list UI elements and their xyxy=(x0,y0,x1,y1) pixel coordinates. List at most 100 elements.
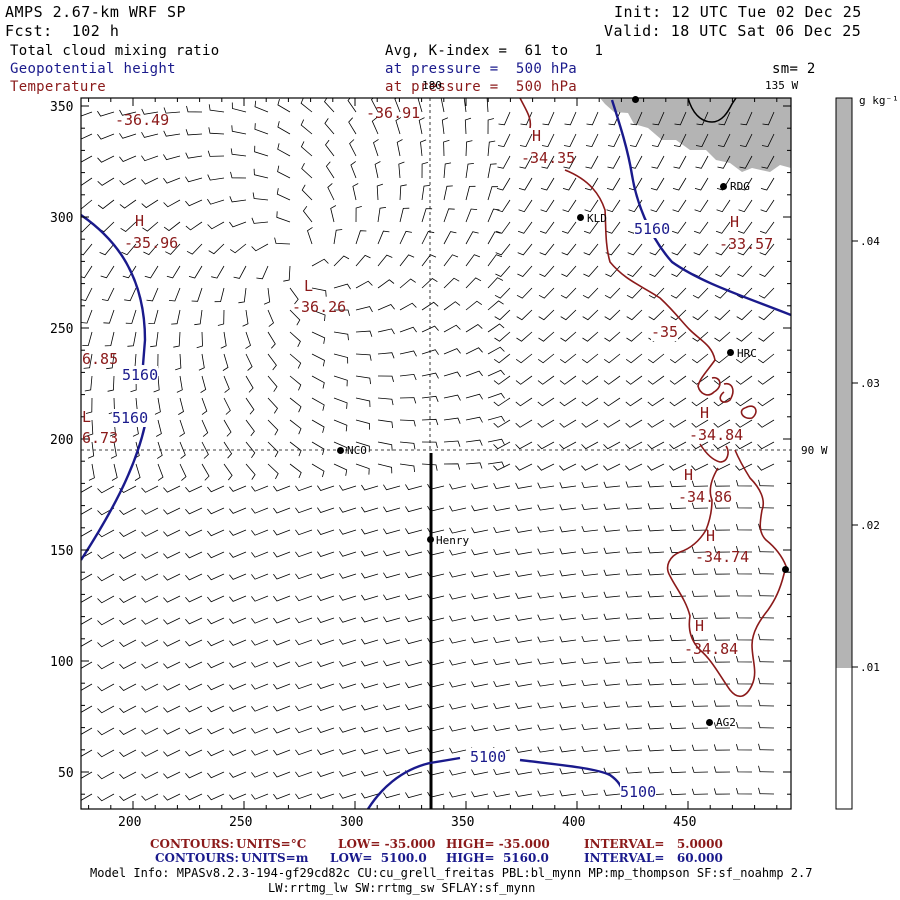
wind-barb xyxy=(141,683,159,691)
wind-barb xyxy=(295,485,313,492)
wind-barb xyxy=(185,639,203,647)
temp-high-marker: H xyxy=(730,213,740,231)
wind-barb xyxy=(443,440,461,447)
wind-barb xyxy=(691,722,709,729)
wind-barb xyxy=(207,198,225,205)
wind-barb xyxy=(625,481,643,488)
wind-barb xyxy=(355,419,370,430)
wind-barb xyxy=(691,480,709,487)
wind-barb xyxy=(669,480,687,488)
wind-barb xyxy=(217,309,225,326)
wind-barb xyxy=(487,186,499,201)
wind-barb xyxy=(603,701,621,708)
wind-barb xyxy=(371,98,379,113)
wind-barb xyxy=(295,749,313,756)
wind-barb xyxy=(449,505,467,512)
wind-barb xyxy=(581,767,599,775)
wind-barb xyxy=(493,593,511,600)
temp-contour-top xyxy=(519,98,532,129)
wind-barb xyxy=(691,788,709,795)
wind-barb xyxy=(383,682,401,689)
wind-barb xyxy=(103,309,115,324)
wind-barb xyxy=(650,177,665,191)
wind-barb xyxy=(421,349,439,355)
wind-barb xyxy=(399,302,417,311)
wind-barb xyxy=(295,771,313,778)
wind-barb xyxy=(581,723,599,731)
wind-barb xyxy=(200,375,207,393)
wind-barb xyxy=(339,661,357,667)
wind-barb xyxy=(97,485,115,494)
wind-barb xyxy=(207,150,225,157)
wind-barb xyxy=(85,397,93,414)
wind-barb xyxy=(738,199,753,213)
wind-barb xyxy=(81,265,93,279)
wind-barb xyxy=(449,483,467,490)
wind-barb xyxy=(487,369,505,377)
wind-barb xyxy=(471,549,489,556)
wind-barb xyxy=(515,526,533,533)
wind-barb xyxy=(736,309,753,321)
wind-barb xyxy=(267,353,277,371)
wind-barb xyxy=(81,705,93,713)
x-tick-label: 300 xyxy=(340,815,364,830)
wind-barb xyxy=(399,278,416,289)
wind-barb xyxy=(317,529,335,535)
wind-barb xyxy=(736,479,753,487)
wind-barb xyxy=(223,419,232,437)
wind-barb xyxy=(405,726,423,733)
wind-barb xyxy=(201,397,208,415)
wind-barb xyxy=(88,463,95,481)
wind-barb xyxy=(758,787,775,795)
height-contour-5160-left xyxy=(81,214,147,561)
temp-value: -36.49 xyxy=(115,111,170,129)
wind-barb xyxy=(141,705,159,713)
wind-barb xyxy=(81,639,93,647)
wind-barb xyxy=(295,639,313,646)
wind-barb xyxy=(339,793,357,799)
wind-barb xyxy=(449,703,467,710)
temperature-contours xyxy=(519,98,787,698)
wind-barb xyxy=(607,133,621,148)
wind-barb xyxy=(119,617,137,625)
wind-barb xyxy=(647,525,665,532)
wind-barb xyxy=(713,788,731,795)
wind-barb xyxy=(229,529,247,536)
wind-barb xyxy=(515,353,533,364)
wind-barb xyxy=(647,635,665,642)
wind-barb xyxy=(581,745,599,753)
wind-barb xyxy=(691,353,709,364)
wind-barb xyxy=(441,117,449,135)
wind-barb xyxy=(383,506,401,513)
cloud-fill-area xyxy=(600,98,791,172)
wind-barb xyxy=(339,573,357,579)
wind-barb xyxy=(487,415,505,422)
wind-barb xyxy=(163,507,181,515)
wind-barb xyxy=(81,133,93,140)
wind-barb xyxy=(119,573,137,581)
wind-barb xyxy=(377,230,390,245)
temp-field-label: Temperature xyxy=(10,79,107,95)
wind-barb xyxy=(399,184,407,201)
wind-barb xyxy=(606,199,621,213)
wind-barb xyxy=(333,419,348,432)
wind-barb xyxy=(339,705,357,711)
wind-barb xyxy=(449,615,467,622)
wind-barb xyxy=(493,375,511,385)
y-tick-label: 100 xyxy=(50,655,74,670)
footer-model-info-2: LW:rrtmg_lw SW:rrtmg_sw SFLAY:sf_mynn xyxy=(268,881,536,895)
wind-barb xyxy=(295,617,313,624)
wind-barb xyxy=(647,679,665,686)
wind-barb xyxy=(163,485,181,493)
wind-barb xyxy=(97,573,115,582)
wind-barb xyxy=(383,594,401,601)
wind-barb xyxy=(273,573,291,580)
wind-barb xyxy=(301,184,313,201)
wind-barb xyxy=(325,161,335,179)
wind-barb xyxy=(330,205,337,223)
wind-barb xyxy=(605,221,621,234)
wind-barb xyxy=(672,177,687,191)
wind-barb xyxy=(376,183,384,201)
wind-barb xyxy=(348,117,357,135)
wind-barb xyxy=(97,529,115,538)
